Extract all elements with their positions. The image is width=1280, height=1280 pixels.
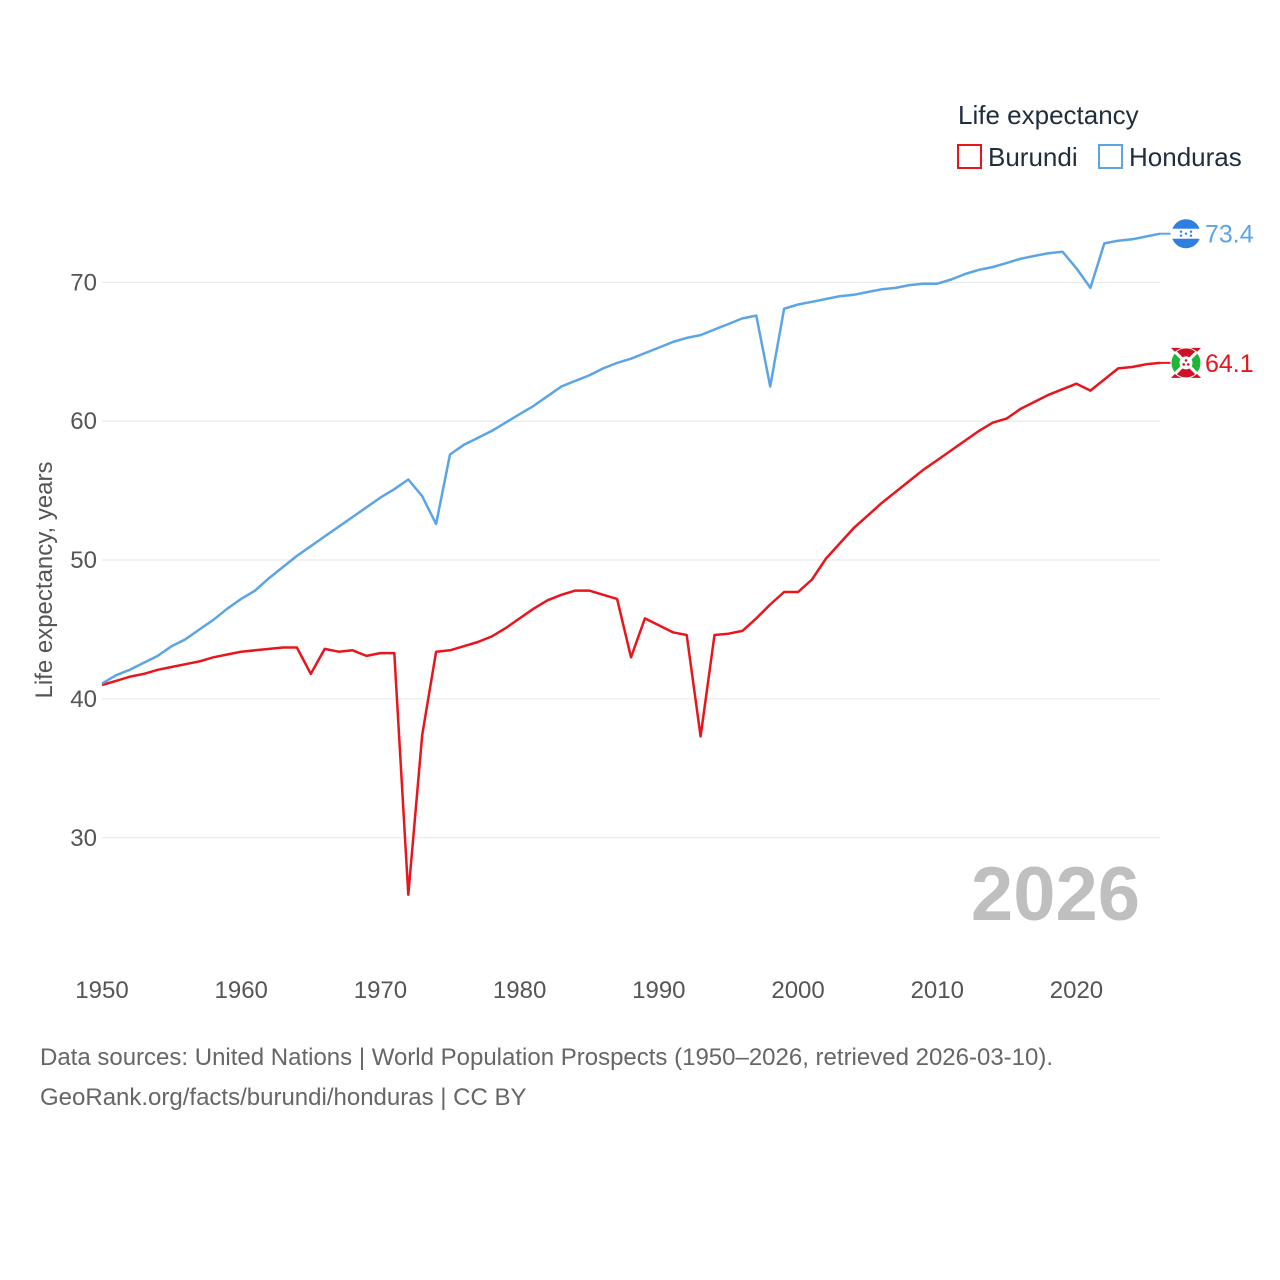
x-tick-label-1950: 1950 xyxy=(75,977,128,1004)
y-tick-label-40: 40 xyxy=(70,686,97,713)
legend-label-honduras: Honduras xyxy=(1129,142,1242,172)
x-tick-label-2020: 2020 xyxy=(1050,977,1103,1004)
legend-swatch-honduras xyxy=(1098,144,1123,169)
legend-item-honduras[interactable]: Honduras xyxy=(1098,142,1242,172)
y-tick-label-30: 30 xyxy=(70,825,97,852)
honduras-flag-icon xyxy=(1170,218,1202,250)
x-tick-label-1970: 1970 xyxy=(354,977,407,1004)
y-axis-label: Life expectancy, years xyxy=(31,461,58,698)
series-lines xyxy=(101,232,1161,896)
y-tick-label-70: 70 xyxy=(70,269,97,296)
series-end-markers: 64.1 73.4 xyxy=(1160,218,1254,379)
legend: Life expectancy Burundi Honduras xyxy=(957,100,1242,172)
legend-label-burundi: Burundi xyxy=(988,142,1078,172)
y-axis-ticks: 30 40 50 60 70 xyxy=(70,269,97,851)
end-value-label-honduras: 73.4 xyxy=(1205,221,1254,249)
footer-attribution[interactable]: GeoRank.org/facts/burundi/honduras | CC … xyxy=(40,1084,527,1111)
burundi-flag-icon xyxy=(1170,347,1202,379)
legend-title: Life expectancy xyxy=(958,100,1139,130)
life-expectancy-chart: 30 40 50 60 70 1950 1960 1970 1980 1990 2000 2010 2… xyxy=(31,100,1254,1004)
x-tick-label-1960: 1960 xyxy=(215,977,268,1004)
gridlines xyxy=(102,281,1160,839)
year-watermark: 2026 xyxy=(971,852,1140,937)
series-line-burundi xyxy=(101,361,1161,896)
x-axis-ticks: 1950 1960 1970 1980 1990 2000 2010 2020 xyxy=(75,977,1103,1004)
x-tick-label-1990: 1990 xyxy=(632,977,685,1004)
x-tick-label-2000: 2000 xyxy=(771,977,824,1004)
end-value-label-burundi: 64.1 xyxy=(1205,350,1254,378)
series-line-honduras xyxy=(101,232,1161,685)
legend-item-burundi[interactable]: Burundi xyxy=(957,142,1078,172)
y-tick-label-60: 60 xyxy=(70,408,97,435)
x-tick-label-2010: 2010 xyxy=(911,977,964,1004)
legend-swatch-burundi xyxy=(957,144,982,169)
x-tick-label-1980: 1980 xyxy=(493,977,546,1004)
footer-sources: Data sources: United Nations | World Pop… xyxy=(40,1044,1054,1071)
y-tick-label-50: 50 xyxy=(70,547,97,574)
